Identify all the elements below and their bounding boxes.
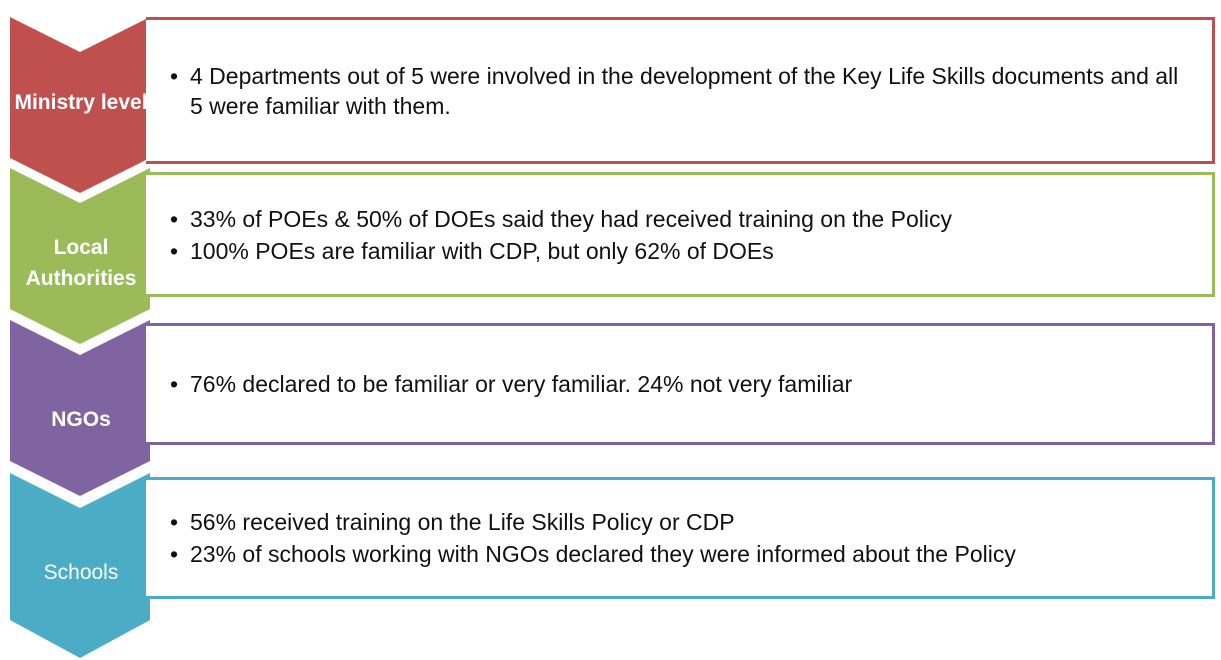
bullet-list: 4 Departments out of 5 were involved in … [168,59,1182,123]
bullet: 56% received training on the Life Skills… [170,507,1182,537]
row-box: 56% received training on the Life Skills… [146,477,1215,599]
chevron [10,168,150,344]
bullet-list: 33% of POEs & 50% of DOEs said they had … [168,202,1182,268]
row-label: Schools [43,561,119,584]
chevron [10,17,150,193]
row-label: NGOs [51,408,111,431]
row-box: 4 Departments out of 5 were involved in … [146,17,1215,164]
chevron [10,320,150,496]
bullet-list: 56% received training on the Life Skills… [168,505,1182,571]
row-box: 76% declared to be familiar or very fami… [146,323,1215,445]
row-label: Ministry level [14,91,148,114]
bullet: 4 Departments out of 5 were involved in … [170,61,1182,121]
bullet: 23% of schools working with NGOs declare… [170,539,1182,569]
bullet: 76% declared to be familiar or very fami… [170,369,1182,399]
chevron [10,473,150,658]
bullet-list: 76% declared to be familiar or very fami… [168,367,1182,401]
bullet: 33% of POEs & 50% of DOEs said they had … [170,204,1182,234]
row-label: Local Authorities [25,236,137,290]
bullet: 100% POEs are familiar with CDP, but onl… [170,236,1182,266]
row-box: 33% of POEs & 50% of DOEs said they had … [146,172,1215,297]
